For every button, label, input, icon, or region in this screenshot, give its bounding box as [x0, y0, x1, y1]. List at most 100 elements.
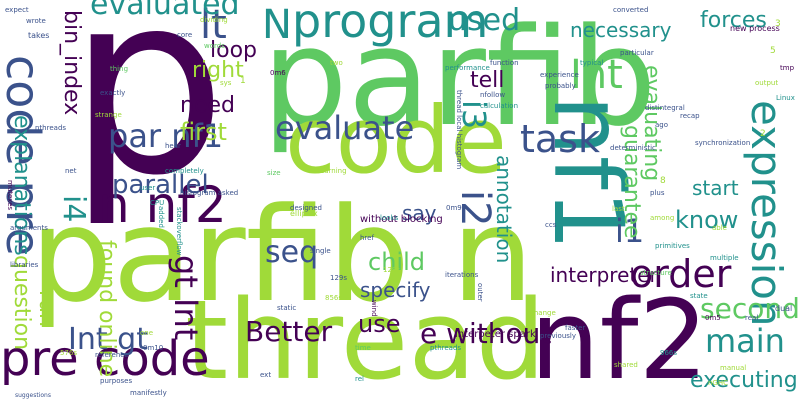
word-question: question [9, 255, 34, 351]
word-code: code [285, 87, 507, 194]
word-net: net [65, 167, 77, 175]
word-arguments: arguments [10, 224, 48, 232]
word-annotation: annotation [492, 155, 516, 264]
word-mutexes: mutexes [6, 180, 14, 211]
word-n: N [262, 2, 292, 48]
word-forces: forces [700, 8, 767, 33]
word-parallel: parallel [112, 170, 209, 200]
word-hear: hear [165, 142, 181, 150]
word-expression: expression [742, 100, 791, 327]
word-core: core [177, 31, 193, 39]
word-second: second [700, 292, 800, 325]
word-designed: designed [290, 204, 322, 212]
word-histogram-asked: histogram asked [180, 189, 239, 197]
word-href: href [360, 234, 374, 242]
word-learning: learning [318, 167, 347, 175]
word-tell: tell [470, 68, 505, 93]
word-bin-index: bin_index [59, 10, 84, 116]
word-experience: experience [540, 71, 579, 79]
word-change: change [530, 309, 556, 317]
word-order: order [630, 252, 732, 296]
word-loop: loop [210, 38, 257, 63]
word-i4: i4 [56, 195, 91, 223]
word-nthreads: nthreads [35, 124, 67, 132]
word-last: last [612, 205, 625, 213]
word-nf2: nf2 [530, 276, 709, 400]
word-0m9: 0m9 [446, 204, 462, 212]
word-int: Int [570, 52, 623, 98]
word-necessary: necessary [570, 18, 672, 42]
word-dividing: dividing [200, 16, 228, 24]
word-dual: dual [775, 304, 793, 313]
word-i3: i3 [455, 100, 493, 130]
word-know: know [675, 206, 739, 234]
word-manifestly: manifestly [130, 389, 167, 397]
word-p: p [68, 0, 227, 230]
word-manual: manual [720, 364, 747, 372]
word-ccs: ccs [545, 221, 557, 229]
word-stackoverflow: stackoverflow [175, 207, 183, 256]
word-3: 3 [775, 19, 781, 29]
word-ext: ext [260, 371, 272, 379]
word-one: one [140, 329, 154, 337]
word-code-pre: code pre [0, 55, 50, 256]
word-expect: expect [5, 6, 29, 14]
word-nf1: nf1 [532, 95, 644, 251]
word-pre-code: pre code [0, 331, 210, 387]
word-576s: 576s [60, 349, 78, 357]
word-two: two [330, 59, 343, 67]
word-856s: 856s [325, 294, 343, 302]
word-strange: strange [95, 111, 122, 119]
word-use: use [358, 310, 401, 338]
word-first: first [180, 118, 227, 146]
word-real: real [745, 314, 759, 322]
word-calculation: calculation [480, 102, 519, 110]
word-i1: i1 [615, 212, 645, 250]
word-words: words [204, 42, 225, 50]
word-0m10: 0m10 [143, 344, 164, 352]
word-state: state [690, 292, 708, 300]
word-thread: thread [185, 276, 546, 400]
word-synchronization: synchronization [695, 139, 751, 147]
word-recap: recap [680, 112, 700, 120]
word-gt-int: gt Int [167, 255, 205, 341]
word-among: among [650, 214, 675, 222]
word-pthreads: pthreads [430, 344, 462, 352]
word-lt: lt [200, 2, 227, 48]
word-probably: probably [545, 82, 576, 90]
word-multiple: multiple [710, 254, 739, 262]
word-purposes: purposes [100, 377, 133, 385]
word-rel: rel [355, 375, 364, 383]
word-evaluating: evaluating [639, 65, 664, 182]
word-thing: thing [110, 65, 129, 73]
word-linux: Linux [776, 94, 795, 102]
word-seq: seq [265, 235, 319, 270]
word-suggestions: suggestions [15, 392, 51, 399]
word-reference: reference [95, 351, 129, 359]
word-plus: plus [650, 189, 665, 197]
word-used: used [448, 3, 521, 38]
word-say: say [402, 201, 437, 225]
word-need: need [180, 93, 235, 118]
word-interpeter-spark: interpeter spark [455, 329, 536, 340]
word-function: function [490, 59, 519, 67]
word-iterations: iterations [445, 271, 479, 279]
word-parfib: parfib [262, 0, 657, 156]
word-performance: performance [445, 64, 490, 72]
word-129s: 129s [330, 274, 348, 282]
word-wrote: wrote [26, 17, 46, 25]
word-start: start [692, 176, 739, 200]
word-outer: outer [476, 283, 484, 302]
word-takes: takes [28, 31, 50, 40]
word-0m6: 0m6 [270, 69, 286, 77]
word-static: static [277, 304, 297, 312]
word-nghc: nGHC [708, 379, 729, 387]
word-explanations: explanations [9, 115, 34, 256]
word-thread-local-histogram: thread local histogram [455, 90, 463, 170]
word-wind: wind [370, 300, 378, 317]
word-parfib-n: parfib n [30, 179, 534, 331]
word-task: task [520, 117, 600, 161]
word-structure: structure [640, 269, 672, 277]
word-8: 8 [660, 176, 666, 186]
word-converted: converted [613, 6, 649, 14]
